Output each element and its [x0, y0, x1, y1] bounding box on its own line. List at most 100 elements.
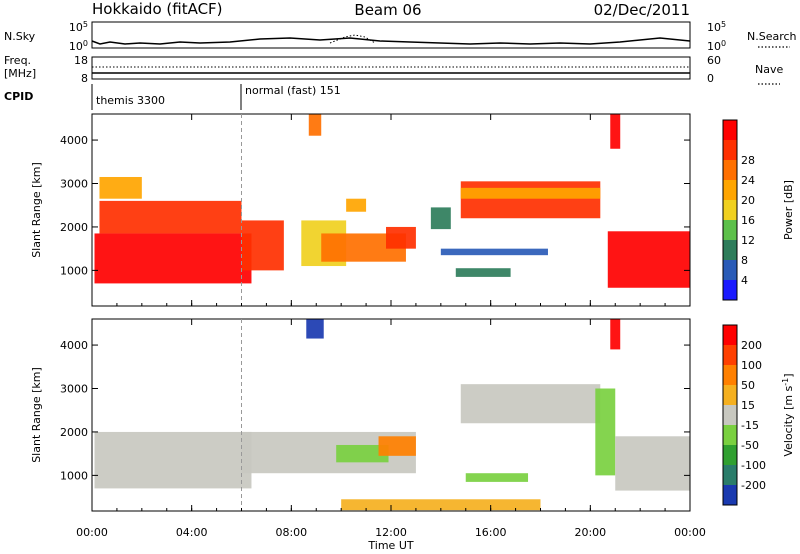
colorbar-swatch-2-7	[723, 445, 737, 465]
colorbar-tick-label-2-1: 200	[741, 339, 762, 352]
nsky-tick-top: 105	[69, 20, 88, 34]
scatter-region-1-15	[455, 268, 511, 277]
cpid-panel: CPID themis 3300 normal (fast) 151	[4, 84, 341, 110]
scatter-region-2-10	[341, 499, 541, 511]
colorbar-swatch-1-5	[723, 200, 737, 220]
y-tick-label-2-3: 3000	[60, 383, 88, 396]
scatter-region-1-16	[99, 176, 142, 199]
colorbar-swatch-2-8	[723, 465, 737, 485]
y-tick-label-2-4: 4000	[60, 339, 88, 352]
x-tick-label-7: 00:00	[674, 526, 706, 539]
nsearch-trace	[329, 34, 376, 44]
colorbar-tick-label-1-7: 28	[741, 154, 755, 167]
cpid-mode-2: normal (fast) 151	[245, 84, 341, 97]
colorbar-swatch-1-2	[723, 140, 737, 160]
x-axis-label: Time UT	[367, 539, 413, 552]
nsky-trace	[91, 37, 691, 45]
scatter-region-2-6	[595, 388, 616, 476]
scatter-region-1-9	[460, 181, 601, 219]
scatter-region-1-2	[99, 200, 242, 234]
heatmap-panel-1: 1000 2000 3000 4000 Slant Range [km] 4 8 12 16 20…	[30, 113, 795, 307]
colorbar-tick-label-1-6: 24	[741, 174, 755, 187]
colorbar-swatch-2-9	[723, 485, 737, 505]
y-axis-label-1: Slant Range [km]	[30, 162, 43, 258]
colorbar-tick-label-1-2: 8	[741, 254, 748, 267]
freq-panel: Freq. [MHz] 18 8 60 0 Nave	[4, 54, 783, 85]
freq-tick-bottom: 8	[81, 72, 88, 85]
scatter-region-2-9	[306, 319, 324, 339]
colorbar-swatch-2-2	[723, 345, 737, 365]
heatmap-panel-2: 00:00 04:00 08:00 12:00 16:00 20:00 00:00 1000 2…	[30, 318, 795, 539]
colorbar-tick-label-1-3: 12	[741, 234, 755, 247]
colorbar-swatch-1-4	[723, 180, 737, 200]
nsky-label: N.Sky	[4, 30, 36, 43]
nsearch-label: N.Search	[747, 30, 797, 43]
nsky-tick-bottom: 100	[69, 39, 88, 53]
nave-tick-bottom: 0	[707, 72, 714, 85]
scatter-region-1-11	[607, 231, 690, 288]
scatter-region-2-4	[378, 436, 416, 456]
colorbar-swatch-1-3	[723, 160, 737, 180]
header-date: 02/Dec/2011	[594, 1, 690, 19]
colorbar-swatch-1-7	[723, 240, 737, 260]
cpid-mode-1: themis 3300	[96, 94, 165, 107]
y-tick-label-1-4: 4000	[60, 134, 88, 147]
x-tick-label-1: 00:00	[76, 526, 108, 539]
colorbar-frame-2	[722, 324, 738, 506]
nsearch-tick-top: 105	[707, 20, 726, 34]
scatter-region-1-6	[386, 226, 416, 249]
colorbar-swatch-2-6	[723, 425, 737, 445]
colorbar-swatch-2-4	[723, 385, 737, 405]
scatter-region-2-8	[610, 319, 621, 350]
colorbar-swatch-1-1	[723, 120, 737, 140]
freq-tick-top: 18	[74, 54, 88, 67]
colorbar-tick-label-2-5: -15	[741, 419, 759, 432]
colorbar-tick-label-2-6: -50	[741, 439, 759, 452]
y-tick-label-1-2: 2000	[60, 221, 88, 234]
header-station: Hokkaido (fitACF)	[92, 0, 223, 18]
y-tick-label-1-1: 1000	[60, 264, 88, 277]
colorbar-swatch-1-9	[723, 280, 737, 300]
colorbar-tick-label-2-7: -100	[741, 459, 766, 472]
nave-tick-top: 60	[707, 54, 721, 67]
scatter-region-1-1	[94, 233, 252, 284]
nave-label: Nave	[755, 63, 783, 76]
x-tick-label-5: 16:00	[475, 526, 507, 539]
chart-layer: 1000 2000 3000 4000 Slant Range [km] 4 8 12 16 20…	[30, 113, 795, 539]
scatter-region-1-12	[610, 114, 621, 149]
header-beam: Beam 06	[354, 1, 421, 19]
scatter-region-1-10	[460, 187, 601, 199]
y-tick-label-2-1: 1000	[60, 469, 88, 482]
colorbar-tick-label-1-1: 4	[741, 274, 748, 287]
scatter-region-2-7	[615, 436, 690, 491]
colorbar-tick-label-2-2: 100	[741, 359, 762, 372]
colorbar-swatch-2-3	[723, 365, 737, 385]
cpid-label: CPID	[4, 90, 33, 103]
freq-unit: [MHz]	[4, 67, 36, 80]
y-tick-label-1-3: 3000	[60, 178, 88, 191]
scatter-region-1-8	[430, 207, 451, 230]
colorbar-tick-label-1-5: 20	[741, 194, 755, 207]
colorbar-label-2: Velocity [m s-1]	[781, 373, 795, 456]
colorbar-swatch-2-5	[723, 405, 737, 425]
scatter-region-2-1	[94, 431, 252, 489]
colorbar-swatch-1-8	[723, 260, 737, 280]
colorbar-tick-label-1-4: 16	[741, 214, 755, 227]
colorbar-tick-label-2-8: -200	[741, 479, 766, 492]
y-axis-label-2: Slant Range [km]	[30, 367, 43, 463]
colorbar-tick-label-2-4: 15	[741, 399, 755, 412]
colorbar-label-1: Power [dB]	[782, 180, 795, 240]
freq-label: Freq.	[4, 54, 31, 67]
scatter-region-2-3	[336, 444, 389, 463]
scatter-region-2-5	[460, 384, 601, 424]
nsky-panel: N.Sky 105 100 105 100 N.Search	[4, 20, 797, 53]
scatter-region-2-11	[465, 473, 529, 482]
x-tick-label-6: 20:00	[574, 526, 606, 539]
y-tick-label-2-2: 2000	[60, 426, 88, 439]
colorbar-swatch-1-6	[723, 220, 737, 240]
x-tick-label-4: 12:00	[375, 526, 407, 539]
scatter-region-1-14	[440, 248, 548, 256]
x-tick-label-2: 04:00	[176, 526, 208, 539]
scatter-region-1-7	[346, 198, 367, 212]
